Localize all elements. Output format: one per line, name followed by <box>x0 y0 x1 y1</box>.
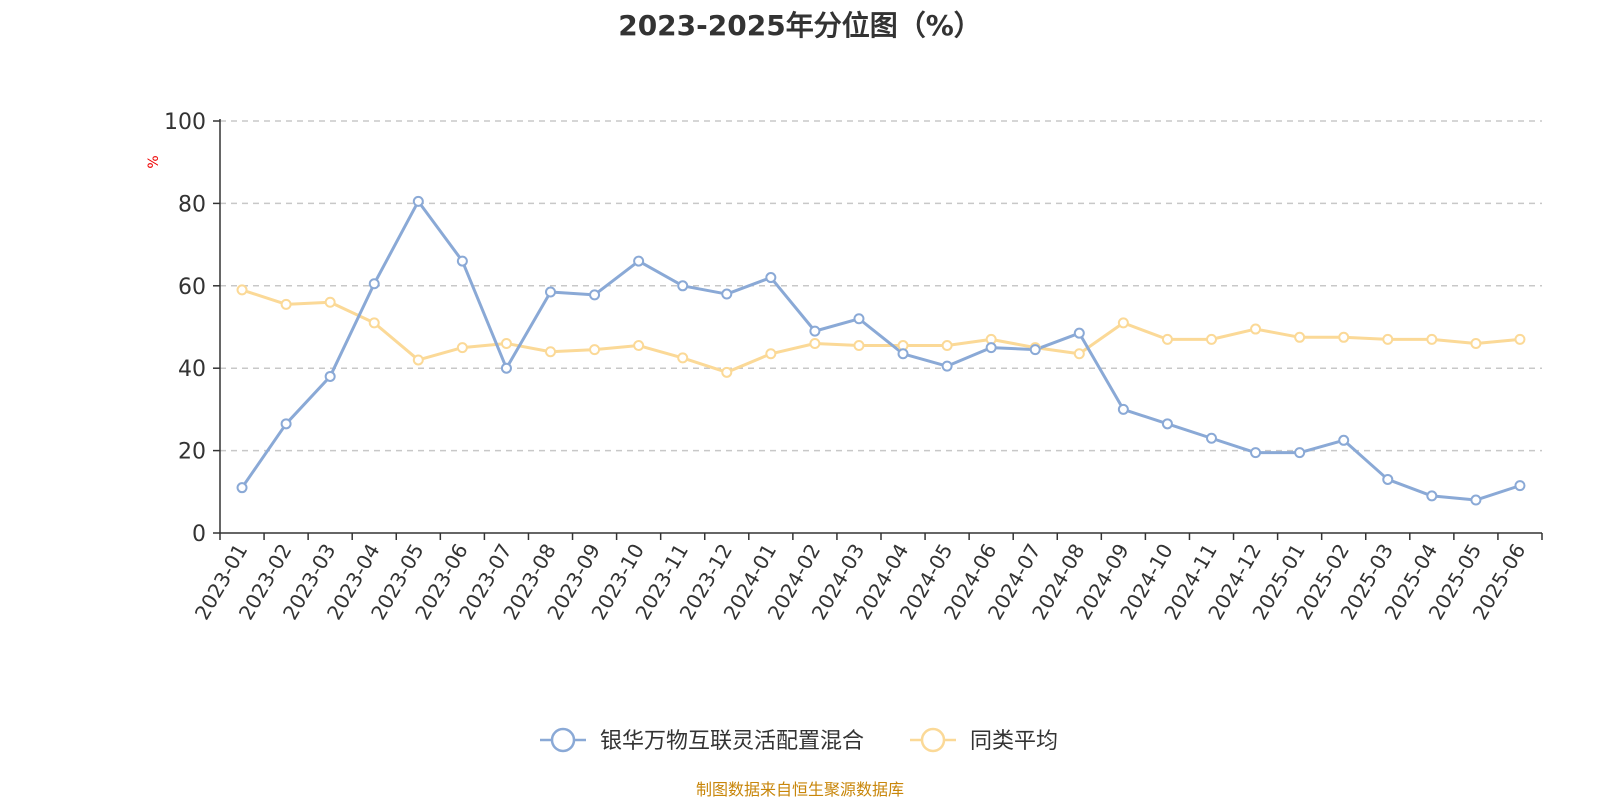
data-point-series-1 <box>412 354 424 366</box>
data-point-series-0 <box>324 370 336 382</box>
data-point-series-1 <box>368 317 380 329</box>
data-point-series-1 <box>236 284 248 296</box>
legend-label-1: 同类平均 <box>970 729 1058 754</box>
data-point-series-0 <box>721 288 733 300</box>
data-point-series-0 <box>853 313 865 325</box>
legend-label-0: 银华万物互联灵活配置混合 <box>600 729 864 754</box>
series-layer <box>236 195 1526 506</box>
data-point-series-1 <box>1470 337 1482 349</box>
y-axis-unit-label: % <box>146 155 162 168</box>
data-point-series-0 <box>280 418 292 430</box>
y-tick-label: 80 <box>178 192 206 217</box>
data-point-series-1 <box>809 337 821 349</box>
data-point-series-0 <box>1029 344 1041 356</box>
data-point-series-0 <box>1470 494 1482 506</box>
y-tick-label: 100 <box>164 110 206 135</box>
data-point-series-1 <box>324 296 336 308</box>
data-point-series-0 <box>1161 418 1173 430</box>
data-point-series-0 <box>236 482 248 494</box>
data-point-series-0 <box>809 325 821 337</box>
source-note: 制图数据来自恒生聚源数据库 <box>695 780 904 799</box>
data-point-series-1 <box>456 342 468 354</box>
data-point-series-1 <box>1426 333 1438 345</box>
data-point-series-0 <box>633 255 645 267</box>
y-tick-label: 40 <box>178 357 206 382</box>
data-point-series-1 <box>1117 317 1129 329</box>
legend: 银华万物互联灵活配置混合 同类平均 <box>540 727 1058 754</box>
data-point-series-0 <box>765 272 777 284</box>
data-point-series-1 <box>765 348 777 360</box>
data-point-series-0 <box>1206 432 1217 444</box>
y-tick-label: 0 <box>192 522 206 547</box>
data-point-series-0 <box>1117 403 1129 415</box>
data-point-series-0 <box>456 255 468 267</box>
data-point-series-1 <box>1294 331 1306 343</box>
data-point-series-0 <box>1294 447 1306 459</box>
data-point-series-0 <box>1338 434 1350 446</box>
data-point-series-1 <box>280 298 292 310</box>
data-point-series-1 <box>1514 333 1526 345</box>
data-point-series-0 <box>500 362 512 374</box>
data-point-series-0 <box>897 348 909 360</box>
data-point-series-0 <box>1250 447 1262 459</box>
grid-layer <box>220 120 1542 452</box>
data-point-series-1 <box>1073 348 1085 360</box>
data-point-series-1 <box>545 346 556 358</box>
y-tick-label: 60 <box>178 275 206 300</box>
data-point-series-1 <box>589 344 601 356</box>
data-point-series-1 <box>633 340 645 352</box>
data-point-series-0 <box>412 195 424 207</box>
data-point-series-0 <box>1382 473 1394 485</box>
data-point-series-1 <box>1250 323 1262 335</box>
data-point-series-1 <box>853 340 865 352</box>
legend-marker-1 <box>920 727 946 753</box>
data-point-series-1 <box>1338 331 1350 343</box>
data-point-series-1 <box>1382 333 1394 345</box>
data-point-series-1 <box>721 366 733 378</box>
data-point-series-0 <box>368 278 380 290</box>
data-point-series-1 <box>941 340 953 352</box>
data-point-series-0 <box>1514 480 1526 492</box>
chart-title: 2023-2025年分位图（%） <box>618 9 982 42</box>
axes-layer: 0204060801002023-012023-022023-032023-04… <box>164 110 1543 624</box>
data-point-series-1 <box>500 337 512 349</box>
legend-marker-0 <box>550 727 576 753</box>
data-point-series-1 <box>1161 333 1173 345</box>
data-point-series-0 <box>1073 327 1085 339</box>
data-point-series-1 <box>677 352 689 364</box>
data-point-series-0 <box>677 280 689 292</box>
data-point-series-0 <box>941 360 953 372</box>
series-line-1 <box>241 288 1521 374</box>
data-point-series-0 <box>589 289 601 301</box>
y-tick-label: 20 <box>178 440 206 465</box>
data-point-series-1 <box>1206 333 1217 345</box>
data-point-series-0 <box>985 342 997 354</box>
series-line-0 <box>240 199 1521 502</box>
data-point-series-0 <box>545 286 556 298</box>
data-point-series-0 <box>1426 490 1438 502</box>
